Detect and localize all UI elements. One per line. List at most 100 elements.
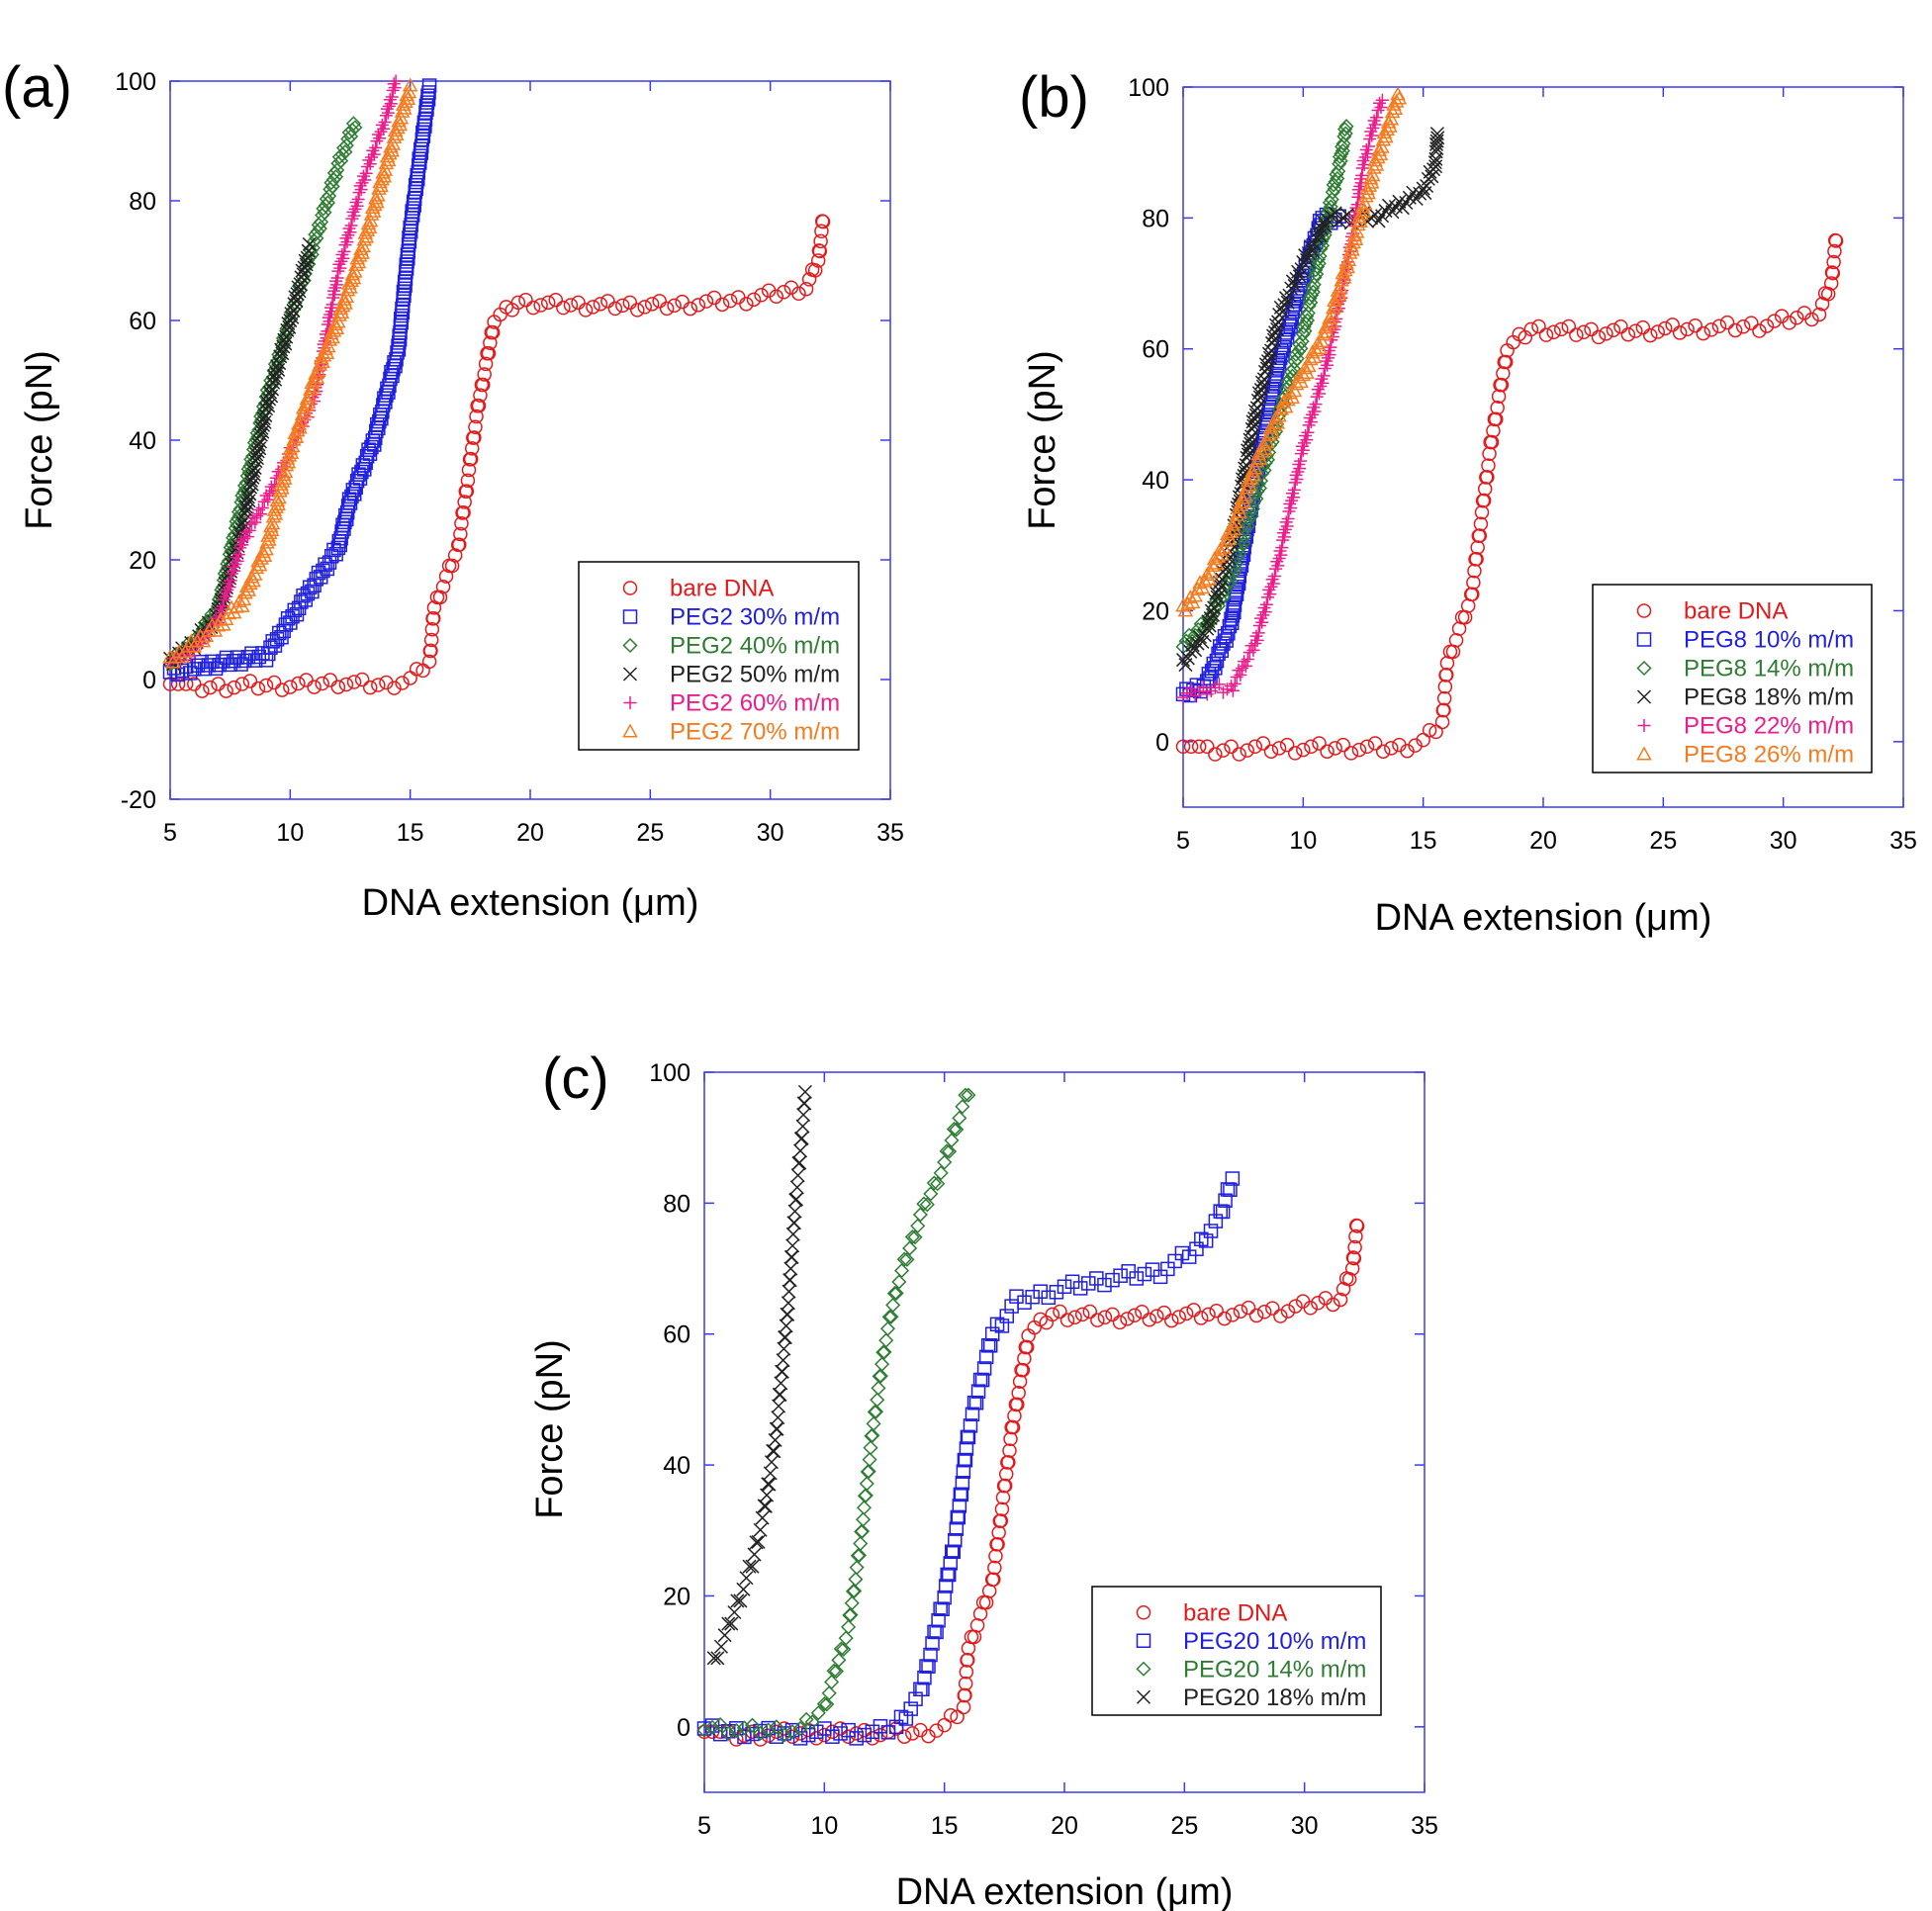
data-point [1301,425,1315,439]
data-point [831,1652,847,1668]
data-point [1194,580,1211,594]
data-point [1201,1307,1216,1322]
data-point [1235,490,1250,504]
data-point [423,632,439,648]
data-point [241,494,256,508]
y-tick-label: 100 [115,68,156,96]
series-peg20-14-m-m [696,1087,976,1743]
data-point [903,1701,918,1716]
data-point [435,579,451,594]
data-point [284,307,299,321]
data-point [950,1709,965,1725]
data-point [781,1307,795,1321]
data-point [1330,170,1345,187]
data-point [935,1601,950,1616]
data-point [793,1143,808,1158]
data-point [1200,739,1215,755]
data-point [690,298,706,313]
data-point [302,236,317,251]
data-point [871,1380,886,1396]
data-point [959,1665,974,1680]
data-point [1328,297,1343,312]
data-point [1256,462,1272,479]
data-point [1208,661,1223,676]
data-point [1248,1308,1264,1323]
x-tick-label: 30 [1770,827,1797,855]
data-point [1242,470,1259,485]
data-point [1277,530,1291,544]
data-point [246,467,261,482]
data-point [1274,343,1289,358]
data-point [1315,237,1331,253]
data-point [1328,741,1342,756]
data-point [1305,284,1321,300]
data-point [982,1338,998,1353]
data-point [258,678,274,693]
data-point [1300,305,1316,321]
data-point [370,135,384,148]
data-point [1316,376,1330,390]
data-point [1239,480,1255,495]
data-point [291,415,307,430]
y-tick-label: -20 [121,786,156,814]
data-point [397,100,413,115]
data-point [1164,1313,1179,1328]
data-point [1416,732,1430,748]
x-tick-label: 5 [1176,827,1190,855]
chart-panel-a: 5 10 15 20 25 30 35 -20 0 20 40 60 80 100 DNA extensio… [2,55,904,924]
data-point [929,1624,944,1640]
data-point [1250,633,1264,647]
data-point [1247,460,1263,475]
data-point [1184,594,1201,609]
data-point [1302,418,1316,432]
data-point [212,657,227,673]
data-point [1368,118,1382,132]
data-point [792,1731,808,1746]
data-point [344,266,361,281]
data-point [1266,577,1280,591]
data-point [1222,618,1238,634]
data-point [235,592,252,606]
data-point [652,294,667,309]
data-point [784,1724,800,1740]
data-point [1112,1315,1128,1330]
data-point [1333,1292,1348,1308]
data-point [1752,323,1767,338]
data-point [794,1131,809,1145]
data-point [849,1560,865,1576]
data-point [1388,93,1405,108]
data-point [712,1726,728,1742]
data-point [289,422,306,437]
data-point [343,273,359,288]
data-point [471,398,487,413]
data-point [255,501,269,515]
legend-marker [1136,1689,1151,1704]
data-point [1334,142,1350,159]
data-point [1434,714,1450,730]
legend-marker [1636,746,1652,761]
data-point [1232,546,1247,562]
data-point [476,377,491,393]
data-point [1363,132,1377,145]
data-point [1696,325,1711,341]
data-point [341,228,355,242]
y-tick-label: 60 [129,308,156,335]
data-point [744,1717,761,1733]
data-point [578,303,594,318]
data-point [797,1084,812,1099]
data-point [571,295,586,311]
data-point [385,90,399,104]
series-peg8-18-m-m [1175,127,1445,673]
data-point [229,557,242,571]
data-point [291,280,306,295]
data-point [949,1122,965,1138]
data-point [768,1432,782,1447]
data-point [1282,315,1297,330]
data-point [1067,1310,1082,1325]
data-point [227,653,241,669]
data-point [1090,1313,1105,1327]
data-point [324,178,340,195]
